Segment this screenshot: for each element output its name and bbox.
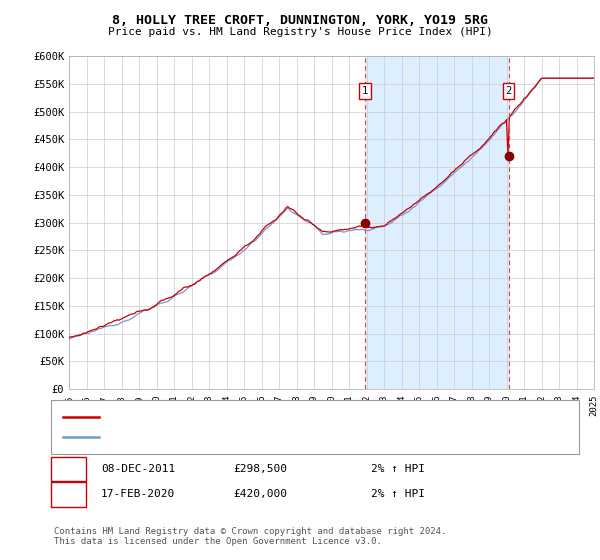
Text: 2: 2	[65, 489, 72, 500]
Text: 2% ↑ HPI: 2% ↑ HPI	[371, 464, 425, 474]
Text: Contains HM Land Registry data © Crown copyright and database right 2024.
This d: Contains HM Land Registry data © Crown c…	[54, 526, 446, 546]
Text: 8, HOLLY TREE CROFT, DUNNINGTON, YORK, YO19 5RG (detached house): 8, HOLLY TREE CROFT, DUNNINGTON, YORK, Y…	[105, 412, 481, 422]
Text: 1: 1	[362, 86, 368, 96]
Text: 2% ↑ HPI: 2% ↑ HPI	[371, 489, 425, 500]
Text: 8, HOLLY TREE CROFT, DUNNINGTON, YORK, YO19 5RG: 8, HOLLY TREE CROFT, DUNNINGTON, YORK, Y…	[112, 14, 488, 27]
Text: Price paid vs. HM Land Registry's House Price Index (HPI): Price paid vs. HM Land Registry's House …	[107, 27, 493, 37]
Text: 08-DEC-2011: 08-DEC-2011	[101, 464, 175, 474]
Text: 1: 1	[65, 464, 72, 474]
Text: HPI: Average price, detached house, York: HPI: Average price, detached house, York	[105, 432, 340, 442]
Text: £298,500: £298,500	[233, 464, 287, 474]
Text: £420,000: £420,000	[233, 489, 287, 500]
Bar	[365, 56, 509, 389]
Text: 17-FEB-2020: 17-FEB-2020	[101, 489, 175, 500]
Text: 2: 2	[505, 86, 512, 96]
